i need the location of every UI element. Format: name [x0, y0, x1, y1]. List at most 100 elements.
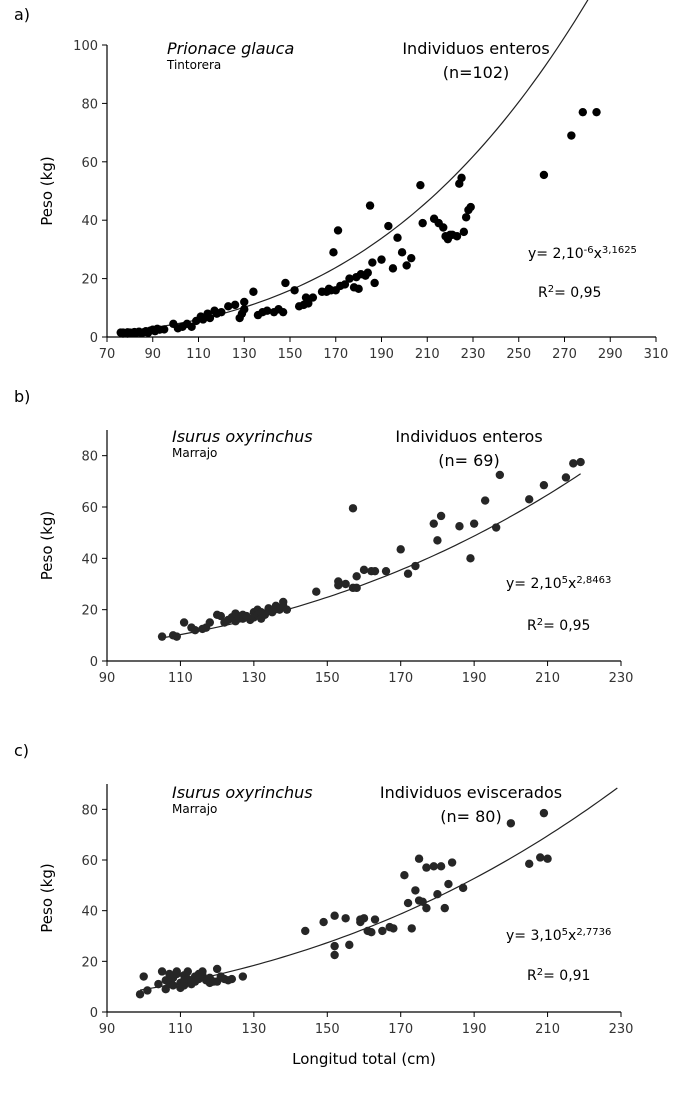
panel-2-data-point: [334, 581, 343, 590]
panel-3-data-point: [447, 858, 457, 867]
panel-3-data-point: [378, 926, 387, 936]
panel-1-data-point: [281, 278, 290, 288]
panel-3-data-point: [407, 924, 416, 933]
panel-1-x-tick-label: 70: [99, 347, 116, 362]
panel-2-y-axis-title: Peso (kg): [38, 511, 56, 580]
panel-1-data-point: [457, 173, 466, 183]
panel-1-x-tick-label: 210: [415, 347, 440, 362]
panel-2-data-point: [429, 519, 438, 528]
panel-2-data-point: [396, 545, 405, 554]
panel-1-x-tick-label: 310: [644, 347, 669, 362]
panel-3-x-tick-label: 150: [315, 1022, 340, 1037]
panel-1-y-tick-label: 40: [81, 214, 98, 229]
panel-2-data-point: [525, 495, 534, 504]
panel-3-data-point: [168, 981, 178, 990]
panel-1-x-tick-label: 230: [461, 347, 486, 362]
panel-2-data-point: [539, 480, 549, 490]
panel-2-data-point: [480, 496, 490, 505]
panel-2-x-tick-label: 210: [535, 671, 560, 686]
panel-2-data-point: [172, 632, 181, 641]
panel-1-data-point: [363, 268, 372, 277]
panel-1-data-point: [159, 325, 169, 334]
panel-3-data-point: [543, 854, 552, 863]
panel-1-x-tick-label: 170: [323, 347, 348, 362]
panel-3-data-point: [536, 853, 545, 862]
panel-2-data-point: [190, 626, 200, 635]
panel-1-x-tick-label: 150: [278, 347, 303, 362]
panel-3-data-point: [330, 911, 339, 920]
panel-1-data-point: [354, 284, 363, 294]
panel-3-data-point: [429, 862, 438, 871]
panel-3-species-name: Isurus oxyrinchus: [172, 783, 313, 802]
panel-2-data-point: [205, 618, 214, 627]
panel-2-data-point: [561, 473, 571, 482]
panel-3-y-tick-label: 60: [81, 854, 98, 869]
panel-1-data-point: [217, 307, 226, 317]
panel-1-data-point: [539, 170, 549, 180]
panel-1-x-tick-label: 130: [232, 347, 257, 362]
panel-1-sample-type: Individuos enteros: [402, 39, 549, 58]
panel-1-data-point: [402, 261, 411, 270]
panel-3-data-point: [422, 863, 431, 872]
panel-3-y-tick-label: 20: [81, 955, 98, 970]
panel-2-x-tick-label: 230: [609, 671, 634, 686]
panel-2-data-point: [312, 587, 321, 596]
panel-2-data-point: [370, 566, 380, 576]
panel-3-data-point: [414, 854, 424, 863]
panel-3-data-point: [172, 967, 181, 976]
panel-3-y-axis-title: Peso (kg): [38, 863, 56, 932]
panel-1-data-point: [567, 131, 576, 140]
panel-1-x-tick-label: 270: [552, 347, 577, 362]
panel-3-data-point: [506, 819, 516, 828]
panel-1-data-point: [418, 218, 427, 228]
panel-1-data-point: [439, 223, 448, 232]
panel-3-data-point: [198, 967, 207, 976]
panel-3-x-tick-label: 130: [241, 1022, 266, 1037]
panel-1-label: a): [14, 5, 30, 24]
panel-1-data-point: [329, 248, 338, 257]
panel-1-y-axis-title: Peso (kg): [38, 156, 56, 225]
panel-2-y-tick-label: 80: [81, 450, 98, 465]
panel-3-data-point: [143, 986, 152, 995]
panel-2-sample-size: (n= 69): [438, 451, 499, 470]
panel-2-data-point: [495, 470, 505, 480]
panel-2-data-point: [341, 579, 350, 589]
panel-1-y-tick-label: 60: [81, 156, 98, 171]
panel-1-r-squared: R2= 0,95: [538, 284, 601, 302]
panel-1-x-tick-label: 90: [144, 347, 161, 362]
panel-1-data-point: [416, 180, 425, 190]
panel-1-data-point: [466, 202, 475, 212]
panel-3-data-point: [525, 859, 534, 868]
panel-3-sample-size: (n= 80): [440, 807, 501, 826]
panel-2-x-tick-label: 190: [462, 671, 487, 686]
panel-2-data-point: [282, 605, 292, 614]
panel-3-fit-equation: y= 3,105x2,7736: [506, 927, 611, 945]
panel-3-common-name: Marrajo: [172, 802, 217, 816]
panel-1-data-point: [388, 264, 398, 273]
panel-3-x-tick-label: 90: [99, 1022, 116, 1037]
panel-1-data-point: [365, 201, 375, 210]
panel-3-data-point: [370, 915, 380, 924]
panel-1-data-point: [187, 322, 196, 331]
panel-2-label: b): [14, 387, 30, 406]
panel-1-data-point: [368, 258, 377, 267]
panel-2-y-tick-label: 40: [81, 552, 98, 567]
panel-1-y-tick-label: 0: [90, 331, 98, 346]
panel-3-r-squared: R2= 0,91: [527, 967, 590, 985]
panel-3-data-point: [367, 928, 376, 937]
panel-3-data-point: [389, 924, 398, 933]
panel-1-data-point: [452, 232, 462, 241]
panel-1-sample-size: (n=102): [443, 63, 510, 82]
panel-3-data-point: [330, 950, 339, 960]
panel-3-data-point: [157, 967, 167, 976]
panel-3-data-point: [238, 972, 248, 981]
panel-1-fit-equation: y= 2,10-6x3,1625: [528, 245, 637, 263]
panel-1-data-point: [397, 248, 407, 257]
panel-1-data-point: [308, 293, 318, 302]
panel-1-data-point: [198, 315, 208, 324]
panel-1-x-tick-label: 250: [506, 347, 531, 362]
panel-2-data-point: [403, 569, 413, 578]
panel-3-data-point: [345, 940, 354, 950]
panel-3-data-point: [436, 862, 446, 871]
panel-2-y-tick-label: 20: [81, 604, 98, 619]
